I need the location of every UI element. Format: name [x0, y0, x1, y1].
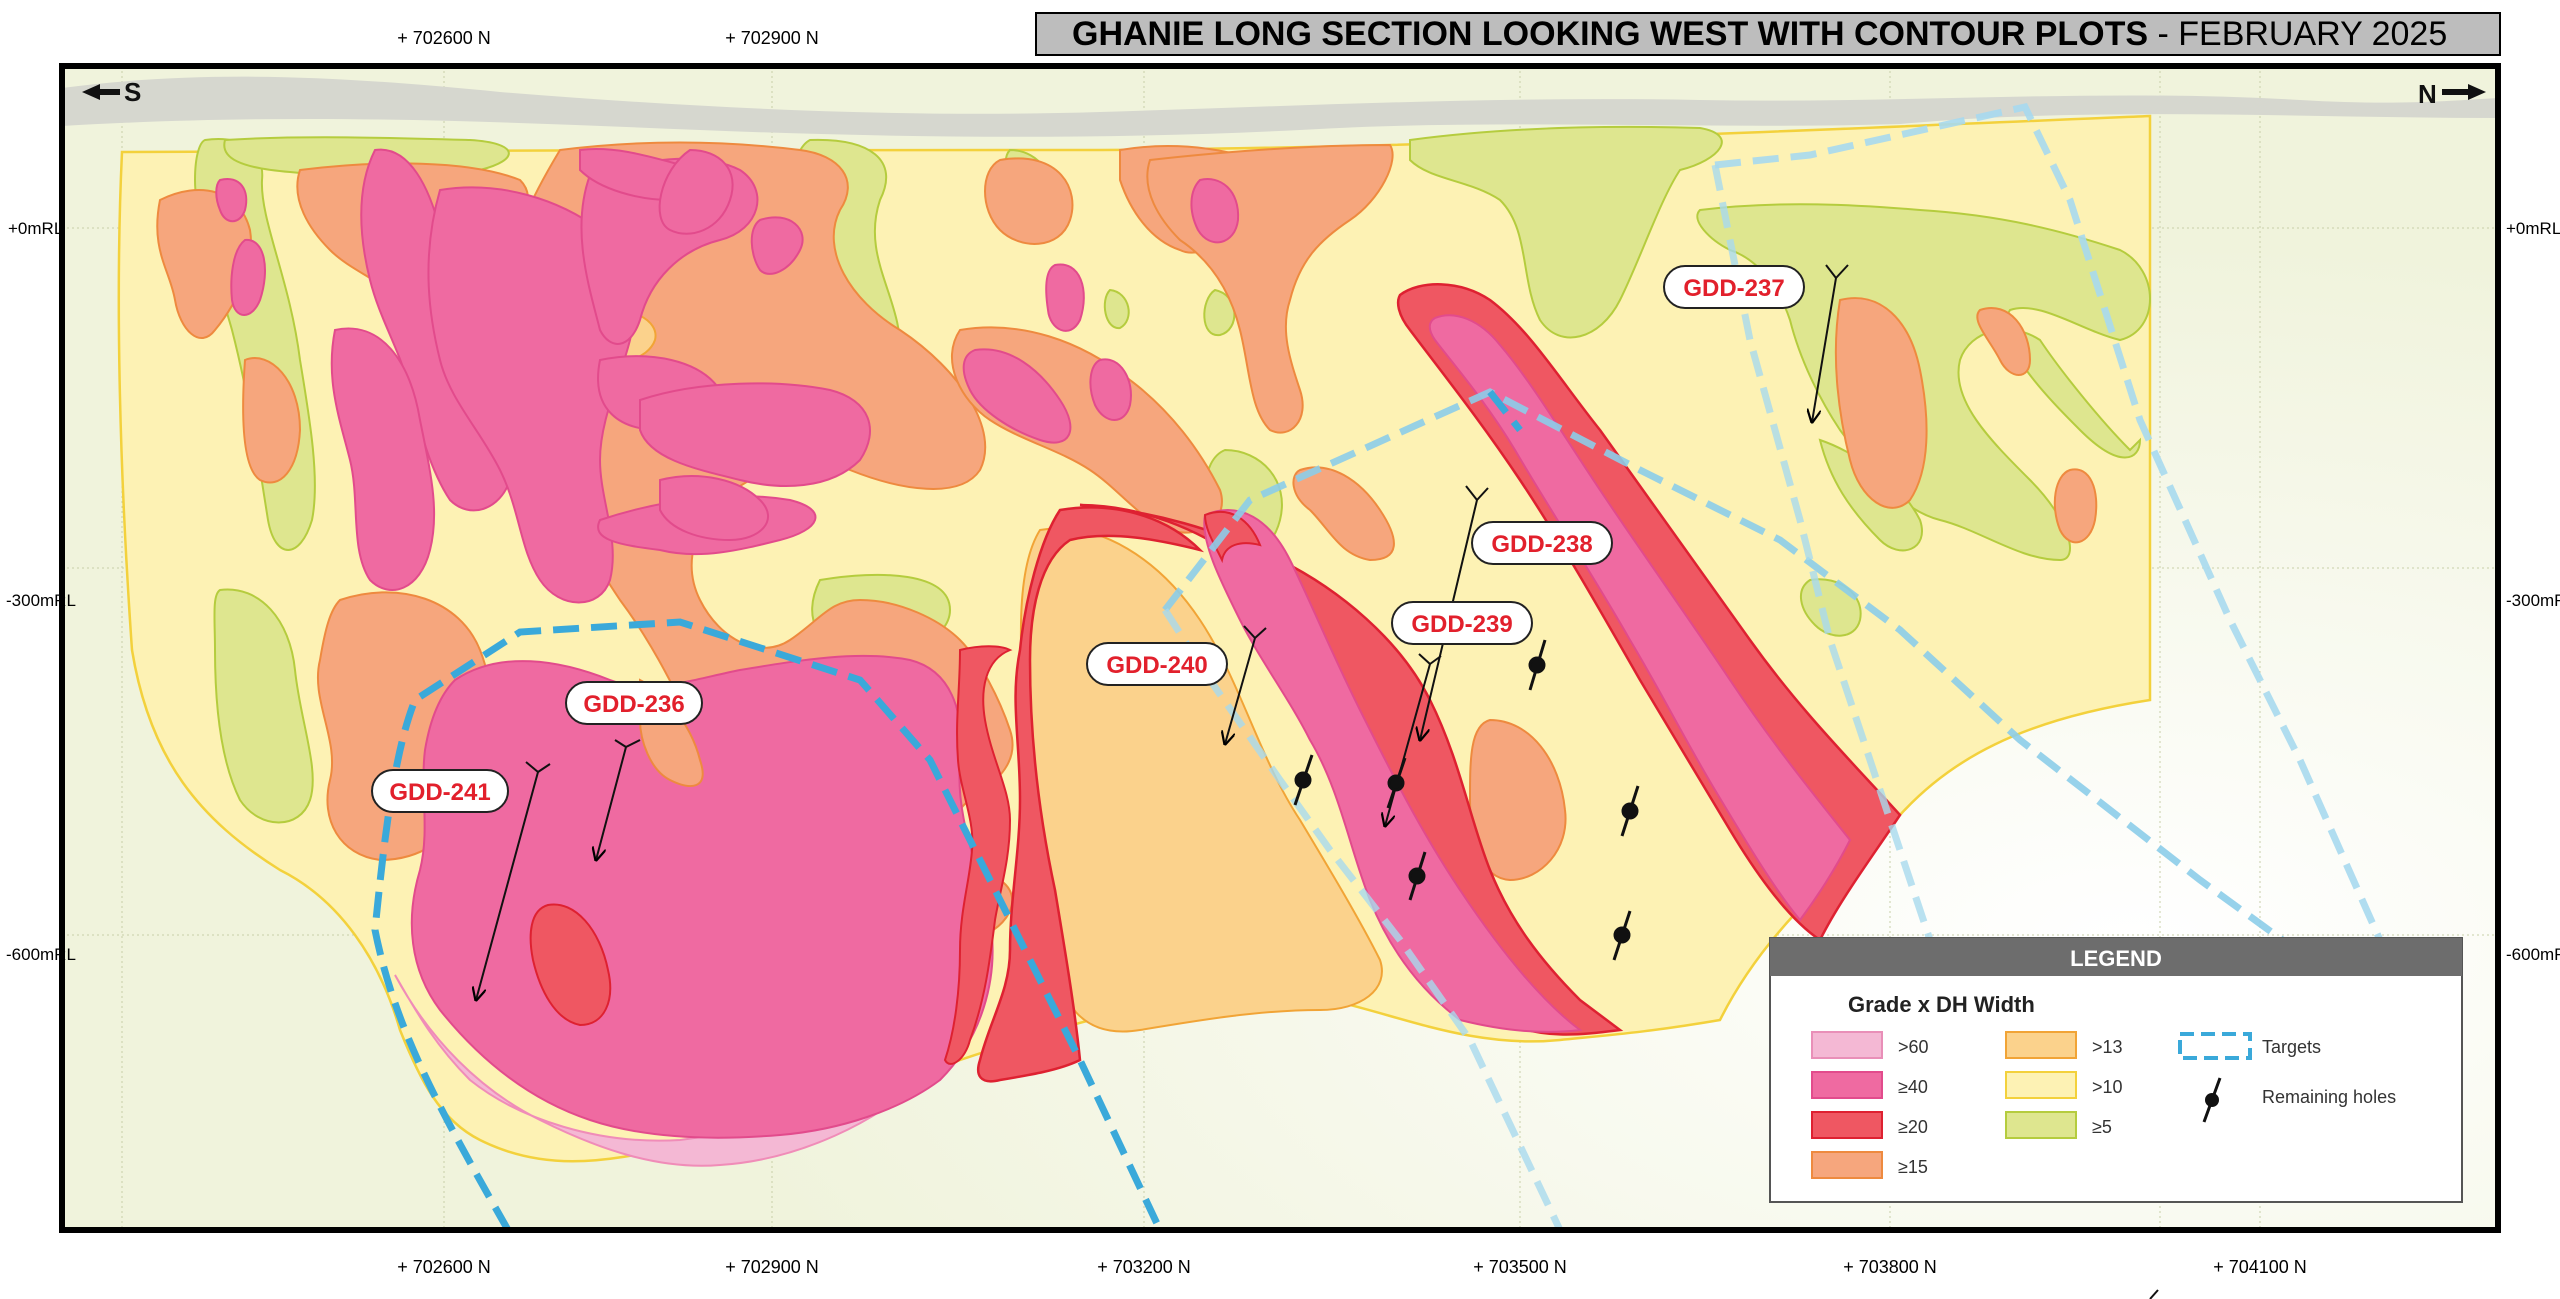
stray-hole-mark — [2149, 1289, 2159, 1299]
top-tick-702600: + 702600 N — [397, 28, 491, 48]
legend-label-targets: Targets — [2262, 1037, 2321, 1057]
hole-label-gdd-238: GDD-238 — [1471, 521, 1613, 565]
hole-label-text: GDD-240 — [1106, 652, 1207, 679]
legend-swatch-40 — [1811, 1071, 1883, 1099]
legend-label-10: >10 — [2092, 1077, 2123, 1097]
map-frame — [59, 63, 2501, 1233]
hole-label-text: GDD-236 — [583, 691, 684, 718]
map-body: GDD-236 GDD-241 GDD-240 GDD-239 GDD-238 … — [62, 66, 2498, 1230]
south-label: S — [124, 77, 141, 107]
hole-label-gdd-239: GDD-239 — [1391, 601, 1533, 645]
rl-left-300: -300mRL — [6, 591, 76, 610]
hole-label-gdd-240: GDD-240 — [1086, 642, 1228, 686]
grade-body-20-sliver — [943, 645, 1013, 1065]
legend-label-60: >60 — [1898, 1037, 1929, 1057]
bottom-tick-703500: + 703500 N — [1473, 1257, 1567, 1277]
north-arrow: N — [2418, 79, 2486, 109]
hole-label-gdd-241: GDD-241 — [371, 769, 509, 813]
grade-body-20-outer — [976, 506, 1205, 1083]
hole-label-gdd-237: GDD-237 — [1663, 265, 1805, 309]
legend-swatch-targets — [2178, 1032, 2252, 1060]
north-label: N — [2418, 79, 2437, 109]
hole-label-text: GDD-239 — [1411, 611, 1512, 638]
legend-label-40: ≥40 — [1898, 1077, 1928, 1097]
svg-text:GHANIE LONG SECTION LOOKING WE: GHANIE LONG SECTION LOOKING WEST WITH CO… — [1072, 15, 2447, 53]
rl-right-600: -600mRL — [2506, 945, 2560, 964]
hole-label-text: GDD-237 — [1683, 275, 1784, 302]
hole-label-gdd-236: GDD-236 — [565, 681, 703, 725]
legend-swatch-60 — [1811, 1031, 1883, 1059]
bottom-tick-702600: + 702600 N — [397, 1257, 491, 1277]
legend-swatch-5 — [2005, 1111, 2077, 1139]
legend-label-5: ≥5 — [2092, 1117, 2112, 1137]
hole-label-text: GDD-238 — [1491, 531, 1592, 558]
title-banner: GHANIE LONG SECTION LOOKING WEST WITH CO… — [1035, 12, 2501, 56]
bottom-tick-703200: + 703200 N — [1097, 1257, 1191, 1277]
grade-body-20-inner — [529, 903, 612, 1027]
bottom-tick-702900: + 702900 N — [725, 1257, 819, 1277]
rl-left-600: -600mRL — [6, 945, 76, 964]
legend-subtitle: Grade x DH Width — [1848, 992, 2035, 1017]
grade-bodies-40 — [215, 148, 1240, 604]
legend-swatch-20 — [1811, 1111, 1883, 1139]
legend-hole-dot — [2205, 1093, 2219, 1107]
bottom-tick-703800: + 703800 N — [1843, 1257, 1937, 1277]
legend-swatch-10 — [2005, 1071, 2077, 1099]
top-tick-702900: + 702900 N — [725, 28, 819, 48]
rl-right-0: +0mRL — [2506, 219, 2560, 238]
grade-band-40-central — [1203, 509, 1583, 1033]
topographic-surface — [62, 76, 2498, 137]
bottom-tick-704100: + 704100 N — [2213, 1257, 2307, 1277]
legend-swatch-15 — [1811, 1151, 1883, 1179]
hole-label-text: GDD-241 — [389, 779, 490, 806]
south-arrow: S — [82, 77, 141, 107]
legend-header: LEGEND — [2070, 946, 2162, 971]
legend-label-20: ≥20 — [1898, 1117, 1928, 1137]
legend-label-13: >13 — [2092, 1037, 2123, 1057]
legend-swatch-13 — [2005, 1031, 2077, 1059]
legend-label-15: ≥15 — [1898, 1157, 1928, 1177]
rl-right-300: -300mRL — [2506, 591, 2560, 610]
legend: LEGEND Grade x DH Width >60 ≥40 ≥20 ≥15 … — [1769, 937, 2463, 1203]
title-bold: GHANIE LONG SECTION LOOKING WEST WITH CO… — [1072, 15, 2148, 53]
title-date: - FEBRUARY 2025 — [2148, 15, 2447, 53]
grade-band-40-right — [1428, 314, 1852, 922]
remaining-holes — [1293, 639, 1640, 961]
legend-label-remaining: Remaining holes — [2262, 1087, 2396, 1107]
grade-body-40-main — [410, 654, 994, 1139]
rl-left-0: +0mRL — [8, 219, 63, 238]
